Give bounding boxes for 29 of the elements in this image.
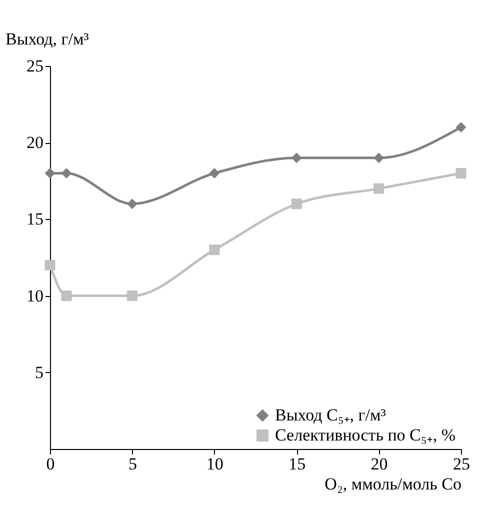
y-tick-label: 10 [26,286,44,306]
x-tick-label: 25 [453,454,470,474]
point [456,122,466,133]
y-tick-label: 5 [35,362,44,382]
point [456,168,466,178]
point [209,168,220,178]
x-tick-label: 0 [46,454,55,474]
point [61,168,72,178]
point [126,290,138,302]
point [291,198,302,210]
x-tick-label: 5 [128,454,137,474]
point [126,198,138,210]
y-tick-label: 15 [26,210,44,229]
point [374,152,384,164]
point [209,244,220,256]
point [61,290,72,302]
x-tick-label: 15 [288,454,306,474]
legend-label: Селективность по C₅₊, % [275,426,456,444]
point [291,152,302,164]
x-axis-title: O₂, ммоль/моль Co [324,474,462,494]
y-tick-label: 25 [26,56,44,76]
x-tick-label: 20 [370,454,388,474]
x-tick-label: 10 [206,454,224,474]
point [44,168,56,178]
legend-label: Выход C₅₊, г/м³ [275,406,386,424]
y-tick-label: 20 [26,133,44,152]
y-axis-title: Выход, г/м³ [6,30,89,48]
point [44,260,56,270]
point [374,183,384,194]
